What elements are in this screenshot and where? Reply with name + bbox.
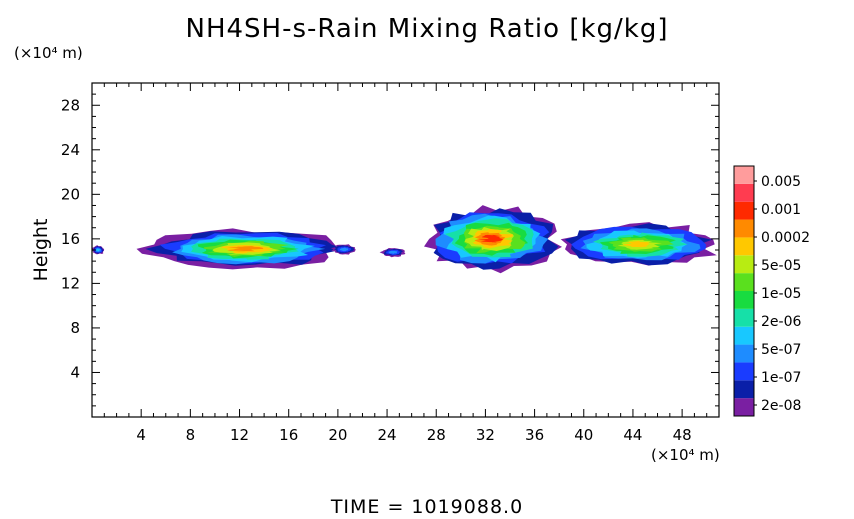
- colorbar-segment: [734, 183, 754, 202]
- x-tick-label: 40: [574, 426, 593, 444]
- colorbar-segment: [734, 255, 754, 274]
- colorbar-frame: [733, 165, 755, 417]
- colorbar-segment: [734, 362, 754, 381]
- colorbar-segment: [734, 380, 754, 399]
- cloud-contour-level-11: [478, 234, 503, 243]
- colorbar-label: 0.005: [761, 174, 801, 190]
- cloud-contour-level-9: [623, 240, 651, 248]
- y-tick-label: 24: [61, 141, 80, 159]
- colorbar-segment: [734, 201, 754, 220]
- colorbar-segment: [734, 344, 754, 363]
- cloud-field: [92, 205, 717, 274]
- y-tick-label: 20: [61, 185, 80, 203]
- colorbar-label: 2e-08: [761, 398, 801, 414]
- cloud-contour-level-3: [339, 247, 349, 252]
- x-tick-label: 8: [186, 426, 196, 444]
- x-tick-label: 24: [378, 426, 397, 444]
- colorbar-segment: [734, 237, 754, 256]
- x-tick-label: 28: [427, 426, 446, 444]
- colorbar-label: 5e-07: [761, 342, 801, 358]
- y-tick-label: 16: [61, 230, 80, 248]
- chart-title: NH4SH-s-Rain Mixing Ratio [kg/kg]: [185, 14, 669, 44]
- time-label: TIME = 1019088.0: [330, 496, 524, 518]
- colorbar-segment: [734, 308, 754, 327]
- colorbar: 0.005 0.001 0.0002 5e-05 1e-05 2e-06 5e-07 1e-0…: [733, 165, 810, 417]
- colorbar-label: 1e-07: [761, 370, 801, 386]
- colorbar-label: 5e-05: [761, 258, 801, 274]
- colorbar-segment: [734, 291, 754, 309]
- colorbar-segment: [734, 166, 754, 184]
- colorbar-segment: [734, 326, 754, 345]
- x-axis-unit: (×10⁴ m): [651, 446, 720, 464]
- x-tick-label: 32: [476, 426, 495, 444]
- y-axis-label: Height: [30, 219, 52, 282]
- colorbar-segment: [734, 219, 754, 238]
- colorbar-segment: [734, 273, 754, 291]
- y-tick-label: 28: [61, 96, 80, 114]
- cloud-contour-level-4: [96, 248, 101, 252]
- x-tick-label: 20: [328, 426, 347, 444]
- x-tick-label: 48: [673, 426, 692, 444]
- x-tick-label: 12: [230, 426, 249, 444]
- cloud-contour-level-3: [388, 250, 398, 254]
- colorbar-label: 0.001: [761, 202, 801, 218]
- y-tick-label: 4: [70, 363, 80, 381]
- colorbar-label: 2e-06: [761, 314, 801, 330]
- colorbar-label: 0.0002: [761, 230, 810, 246]
- x-tick-label: 4: [136, 426, 146, 444]
- x-tick-label: 16: [279, 426, 298, 444]
- y-axis-unit: (×10⁴ m): [14, 44, 83, 62]
- x-tick-label: 44: [623, 426, 642, 444]
- x-tick-label: 36: [525, 426, 544, 444]
- y-tick-label: 8: [70, 319, 80, 337]
- colorbar-label: 1e-05: [761, 286, 801, 302]
- colorbar-segment: [734, 398, 754, 416]
- y-tick-label: 12: [61, 274, 80, 292]
- cloud-contour-level-10: [227, 246, 264, 252]
